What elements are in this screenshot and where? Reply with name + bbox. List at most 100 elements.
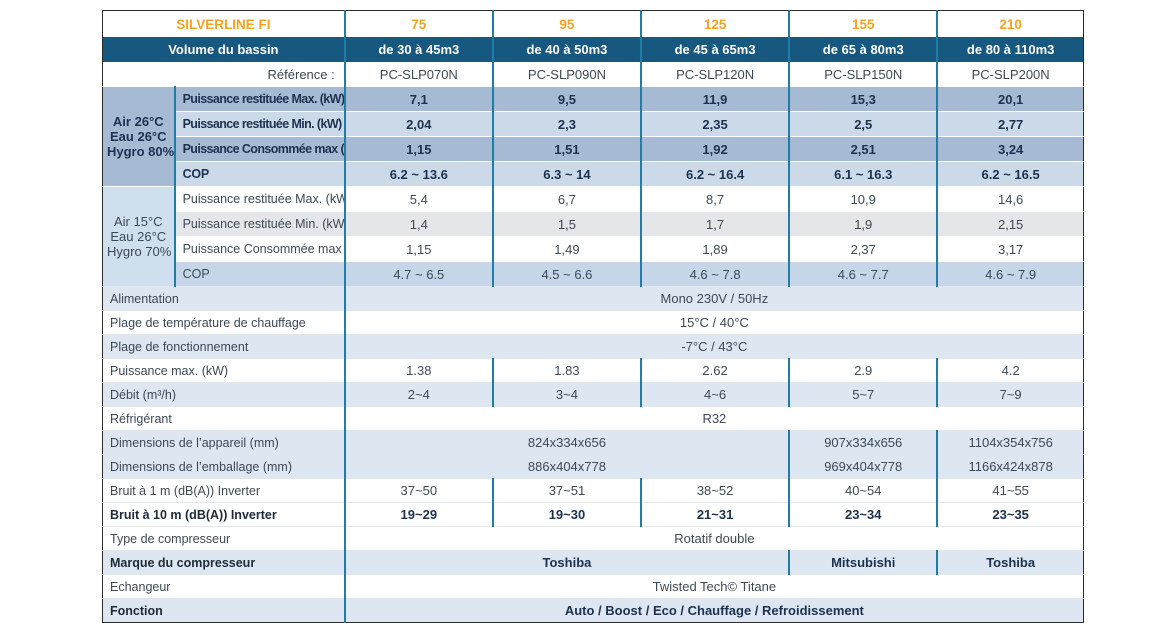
spec-value: 8,7	[641, 186, 791, 212]
spec-value: 5,4	[344, 186, 494, 212]
spec-value: 4.2	[937, 358, 1084, 383]
spec-value: Auto / Boost / Eco / Chauffage / Refroid…	[344, 598, 1084, 623]
row-label: Fonction	[102, 598, 346, 623]
row-label: Alimentation	[102, 286, 346, 311]
spec-row: Echangeur Twisted Tech© Titane	[102, 574, 1084, 599]
spec-value: 23~34	[789, 502, 939, 527]
spec-row: Dimensions de l’emballage (mm) 886x404x7…	[102, 454, 1084, 479]
volume-label: Volume du bassin	[102, 37, 346, 62]
spec-value: 15,3	[789, 86, 939, 112]
row-label: Plage de fonctionnement	[102, 334, 346, 359]
spec-value: 1,89	[641, 236, 791, 262]
spec-value: 15°C / 40°C	[344, 310, 1084, 335]
spec-value: -7°C / 43°C	[344, 334, 1084, 359]
spec-value: 14,6	[937, 186, 1084, 212]
spec-value: Mono 230V / 50Hz	[344, 286, 1084, 311]
spec-value: 1,92	[641, 136, 791, 162]
spec-value: 21~31	[641, 502, 791, 527]
row-label: COP	[174, 161, 346, 187]
spec-row: Puissance Consommée max (kW) 1,15 1,51 1…	[103, 136, 1084, 162]
row-label: Débit (m³/h)	[102, 382, 346, 407]
spec-value: 41~55	[937, 478, 1084, 503]
reference-row: Référence : PC-SLP070N PC-SLP090N PC-SLP…	[102, 62, 1084, 87]
spec-row: Dimensions de l’appareil (mm) 824x334x65…	[102, 430, 1084, 455]
spec-value: 1,5	[492, 211, 643, 237]
spec-value: 38~52	[641, 478, 791, 503]
spec-value: 23~35	[937, 502, 1084, 527]
spec-value: Twisted Tech© Titane	[344, 574, 1084, 599]
row-label: Plage de température de chauffage	[102, 310, 346, 335]
spec-value: 4.5 ~ 6.6	[492, 261, 643, 287]
volume-value: de 30 à 45m3	[344, 37, 494, 62]
spec-value: 1,15	[344, 236, 494, 262]
reference-value: PC-SLP070N	[344, 62, 494, 87]
spec-row: Débit (m³/h) 2~4 3~4 4~6 5~7 7~9	[102, 382, 1084, 407]
reference-value: PC-SLP090N	[492, 62, 643, 87]
spec-value: 4.6 ~ 7.9	[937, 261, 1084, 287]
spec-value: 2,15	[937, 211, 1084, 237]
spec-value: 19~30	[492, 502, 643, 527]
spec-value: 1,4	[344, 211, 494, 237]
spec-value: R32	[344, 406, 1084, 431]
spec-value: 1.38	[344, 358, 494, 383]
spec-value: 7~9	[937, 382, 1084, 407]
spec-row: Puissance max. (kW) 1.38 1.83 2.62 2.9 4…	[102, 358, 1084, 383]
spec-table: SILVERLINE FI 75 95 125 155 210 Volume d…	[102, 10, 1084, 623]
brand-title: SILVERLINE FI	[102, 10, 346, 37]
spec-value: 4.7 ~ 6.5	[344, 261, 494, 287]
row-label: Type de compresseur	[102, 526, 346, 551]
reference-value: PC-SLP120N	[641, 62, 791, 87]
reference-label: Référence :	[102, 62, 346, 87]
spec-value: 40~54	[789, 478, 939, 503]
volume-value: de 40 à 50m3	[492, 37, 643, 62]
spec-value: 1104x354x756	[937, 430, 1084, 455]
spec-value: Toshiba	[937, 550, 1084, 575]
spec-row: Fonction Auto / Boost / Eco / Chauffage …	[102, 598, 1084, 623]
spec-value: 5~7	[789, 382, 939, 407]
row-label: COP	[174, 261, 346, 287]
row-label: Puissance restituée Max. (kW)	[174, 186, 346, 212]
spec-row: Puissance Consommée max (kW) 1,15 1,49 1…	[103, 236, 1084, 262]
row-label: Marque du compresseur	[102, 550, 346, 575]
volume-row: Volume du bassin de 30 à 45m3 de 40 à 50…	[102, 37, 1084, 62]
model-header: 125	[641, 10, 791, 37]
condition-air26: Air 26°C Eau 26°C Hygro 80%	[102, 86, 176, 187]
spec-value: 2,3	[492, 111, 643, 137]
row-label: Echangeur	[102, 574, 346, 599]
row-label: Réfrigérant	[102, 406, 346, 431]
spec-value: 1166x424x878	[937, 454, 1084, 479]
spec-value: 3,17	[937, 236, 1084, 262]
spec-row: Alimentation Mono 230V / 50Hz	[102, 286, 1084, 311]
spec-value: 2,77	[937, 111, 1084, 137]
spec-row: Plage de température de chauffage 15°C /…	[102, 310, 1084, 335]
condition-line: Eau 26°C	[110, 229, 167, 244]
spec-row: Air 15°C Eau 26°C Hygro 70% Puissance re…	[102, 186, 1084, 287]
condition-line: Air 26°C	[112, 114, 164, 129]
volume-value: de 65 à 80m3	[789, 37, 939, 62]
row-label: Puissance max. (kW)	[102, 358, 346, 383]
spec-row: Bruit à 1 m (dB(A)) Inverter 37~50 37~51…	[102, 478, 1084, 503]
spec-value: 7,1	[344, 86, 494, 112]
spec-value: 6.2 ~ 16.5	[937, 161, 1084, 187]
spec-value: Rotatif double	[344, 526, 1084, 551]
row-label: Dimensions de l’appareil (mm)	[102, 430, 346, 455]
spec-value: 2,5	[789, 111, 939, 137]
reference-value: PC-SLP150N	[789, 62, 939, 87]
spec-value: 2,35	[641, 111, 791, 137]
spec-value: 2.62	[641, 358, 791, 383]
spec-value: 1.83	[492, 358, 643, 383]
spec-value: Toshiba	[344, 550, 791, 575]
row-label: Puissance restituée Min. (kW)	[174, 111, 346, 137]
spec-value: 20,1	[937, 86, 1084, 112]
spec-row: Puissance restituée Min. (kW) 1,4 1,5 1,…	[103, 211, 1084, 237]
spec-value: 3,24	[937, 136, 1084, 162]
row-label: Puissance restituée Max. (kW)	[174, 86, 346, 112]
row-label: Bruit à 10 m (dB(A)) Inverter	[102, 502, 346, 527]
model-header-row: SILVERLINE FI 75 95 125 155 210	[102, 10, 1084, 37]
spec-value: 10,9	[789, 186, 939, 212]
spec-value: 2,04	[344, 111, 494, 137]
spec-row: Plage de fonctionnement -7°C / 43°C	[102, 334, 1084, 359]
model-header: 155	[789, 10, 939, 37]
row-label: Puissance Consommée max (kW)	[174, 236, 346, 262]
spec-row: COP 4.7 ~ 6.5 4.5 ~ 6.6 4.6 ~ 7.8 4.6 ~ …	[103, 261, 1084, 287]
